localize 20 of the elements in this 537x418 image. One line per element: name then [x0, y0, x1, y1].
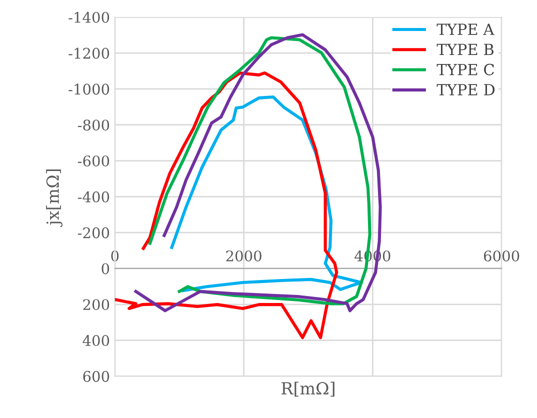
y-tick-label: -1000 — [68, 84, 110, 95]
legend-label: TYPE A — [436, 24, 494, 35]
x-tick-label: 0 — [111, 250, 119, 262]
y-tick-label: -1400 — [68, 12, 110, 23]
y-tick-label: -200 — [78, 227, 110, 238]
y-tick-label: -800 — [78, 120, 110, 131]
x-tick-label: 2000 — [226, 250, 262, 262]
x-axis-title: R[mΩ] — [282, 382, 334, 397]
y-tick-label: -1200 — [68, 48, 110, 59]
y-axis-title: jx[mΩ] — [46, 170, 62, 227]
y-tick-label: 200 — [83, 299, 110, 310]
y-tick-label: -600 — [78, 155, 110, 167]
y-tick-label: -400 — [78, 191, 110, 202]
legend-label: TYPE C — [436, 64, 494, 76]
legend-label: TYPE B — [436, 44, 494, 55]
legend-label: TYPE D — [436, 84, 495, 96]
x-tick-label: 6000 — [484, 250, 520, 262]
y-tick-label: 0 — [102, 263, 110, 274]
y-tick-label: 600 — [83, 370, 110, 382]
y-tick-label: 400 — [82, 335, 110, 346]
